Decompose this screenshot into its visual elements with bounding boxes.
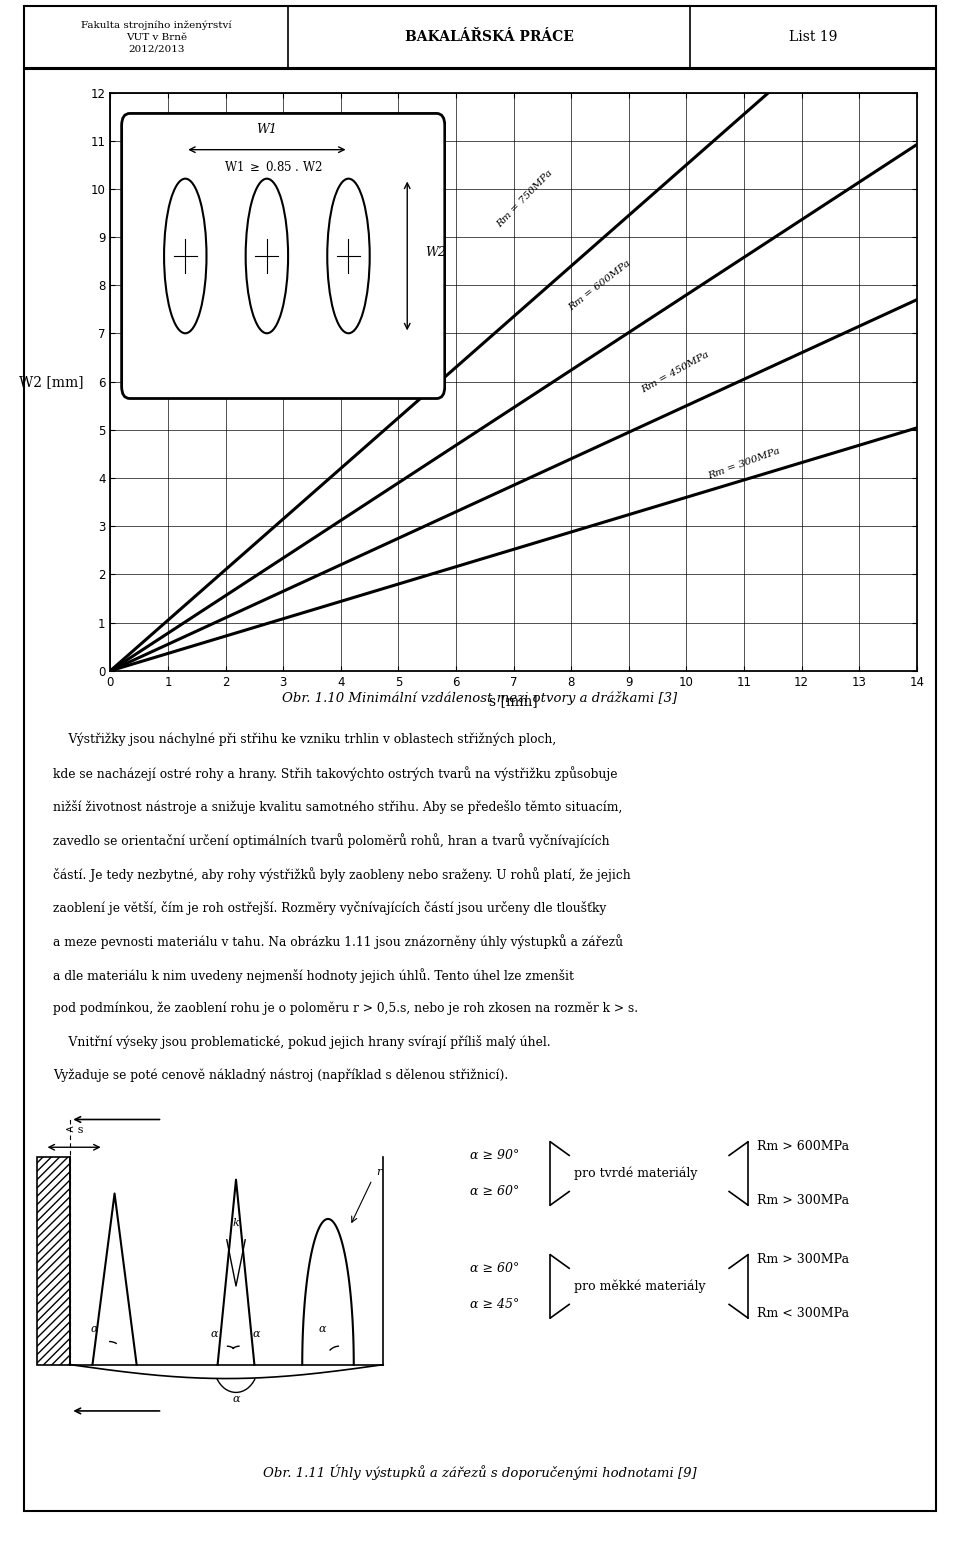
Text: α ≥ 60°: α ≥ 60°: [470, 1184, 519, 1198]
Text: α: α: [319, 1325, 326, 1334]
Text: Rm < 300MPa: Rm < 300MPa: [757, 1308, 850, 1320]
Text: α ≥ 45°: α ≥ 45°: [470, 1298, 519, 1311]
Text: pro tvrdé materiály: pro tvrdé materiály: [574, 1167, 697, 1180]
Text: k: k: [232, 1218, 239, 1227]
Text: α: α: [90, 1325, 98, 1334]
Text: Výstřižky jsou náchylné při střihu ke vzniku trhlin v oblastech střižných ploch,: Výstřižky jsou náchylné při střihu ke vz…: [53, 732, 556, 746]
Text: nižší životnost nástroje a snižuje kvalitu samotného střihu. Aby se předešlo těm: nižší životnost nástroje a snižuje kvali…: [53, 800, 622, 814]
Text: α: α: [232, 1394, 240, 1403]
Text: Rm = 600MPa: Rm = 600MPa: [567, 259, 633, 311]
Ellipse shape: [246, 179, 288, 333]
Text: Obr. 1.11 Úhly výstupků a zářezů s doporučenými hodnotami [9]: Obr. 1.11 Úhly výstupků a zářezů s dopor…: [263, 1465, 697, 1480]
Text: pod podmínkou, že zaoblení rohu je o poloměru r > 0,5.s, nebo je roh zkosen na r: pod podmínkou, že zaoblení rohu je o pol…: [53, 1002, 638, 1015]
Text: Rm = 300MPa: Rm = 300MPa: [707, 446, 781, 481]
Text: částí. Je tedy nezbytné, aby rohy výstřižků byly zaobleny nebo sraženy. U rohů p: částí. Je tedy nezbytné, aby rohy výstři…: [53, 867, 631, 882]
Ellipse shape: [164, 179, 206, 333]
Text: kde se nacházejí ostré rohy a hrany. Střih takovýchto ostrých tvarů na výstřižku: kde se nacházejí ostré rohy a hrany. Stř…: [53, 766, 617, 780]
Ellipse shape: [327, 179, 370, 333]
Text: α: α: [252, 1329, 260, 1338]
Text: α ≥ 90°: α ≥ 90°: [470, 1149, 519, 1163]
Text: < s: < s: [65, 1126, 84, 1135]
Text: α: α: [210, 1329, 218, 1338]
X-axis label: s [mm]: s [mm]: [490, 694, 538, 708]
Text: pro měkké materiály: pro měkké materiály: [574, 1280, 706, 1294]
Text: Obr. 1.10 Minimální vzdálenost mezi otvory a drážkami [3]: Obr. 1.10 Minimální vzdálenost mezi otvo…: [282, 691, 678, 705]
Text: α ≥ 60°: α ≥ 60°: [470, 1261, 519, 1275]
Y-axis label: W2 [mm]: W2 [mm]: [19, 375, 84, 389]
Text: W1 $\geq$ 0.85 . W2: W1 $\geq$ 0.85 . W2: [224, 160, 323, 174]
Text: List 19: List 19: [789, 29, 837, 45]
Text: a meze pevnosti materiálu v tahu. Na obrázku 1.11 jsou znázorněny úhly výstupků : a meze pevnosti materiálu v tahu. Na obr…: [53, 934, 623, 950]
Text: r: r: [376, 1167, 381, 1177]
Bar: [37, 1156, 70, 1365]
Text: zaoblení je větší, čím je roh ostřejší. Rozměry vyčnívajících částí jsou určeny : zaoblení je větší, čím je roh ostřejší. …: [53, 901, 606, 914]
Text: Vyžaduje se poté cenově nákladný nástroj (například s dělenou střižnicí).: Vyžaduje se poté cenově nákladný nástroj…: [53, 1069, 508, 1082]
Text: Rm = 450MPa: Rm = 450MPa: [639, 350, 710, 395]
FancyBboxPatch shape: [122, 114, 444, 398]
Text: BAKALÁŘSKÁ PRÁCE: BAKALÁŘSKÁ PRÁCE: [405, 29, 573, 45]
Text: Rm > 600MPa: Rm > 600MPa: [757, 1140, 850, 1153]
Text: Vnitřní výseky jsou problematické, pokud jejich hrany svírají příliš malý úhel.: Vnitřní výseky jsou problematické, pokud…: [53, 1035, 550, 1049]
Text: Rm = 750MPa: Rm = 750MPa: [495, 168, 555, 230]
Text: W1: W1: [256, 123, 277, 136]
Text: zavedlo se orientační určení optimálních tvarů poloměrů rohů, hran a tvarů vyční: zavedlo se orientační určení optimálních…: [53, 833, 610, 848]
Text: Fakulta strojního inženýrství
VUT v Brně
2012/2013: Fakulta strojního inženýrství VUT v Brně…: [81, 20, 231, 54]
Text: a dle materiálu k nim uvedeny nejmenší hodnoty jejich úhlů. Tento úhel lze zmenš: a dle materiálu k nim uvedeny nejmenší h…: [53, 968, 574, 982]
Text: Rm > 300MPa: Rm > 300MPa: [757, 1252, 850, 1266]
Text: W2: W2: [425, 247, 446, 259]
Text: Rm > 300MPa: Rm > 300MPa: [757, 1194, 850, 1207]
